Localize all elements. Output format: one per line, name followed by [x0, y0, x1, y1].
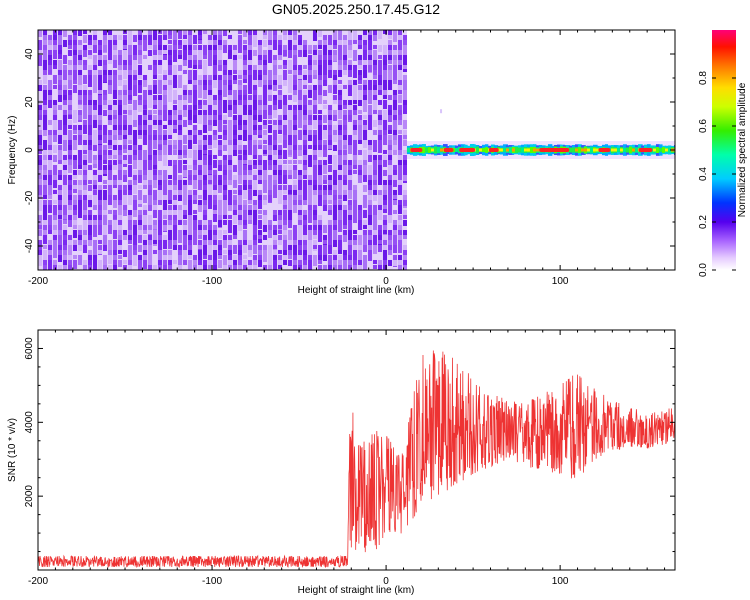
- spectrogram-xtick-label: -100: [202, 276, 222, 287]
- snr-ytick-label: 4000: [24, 411, 35, 434]
- spectrogram-ytick-label: -20: [24, 190, 35, 205]
- snr-axes: -200 -100 0 100 2000 4000 6000: [24, 330, 675, 587]
- colorbar: 0.0 0.2 0.4 0.6 0.8 Normalized spectral ampl…: [698, 30, 748, 277]
- spectrogram-xlabel: Height of straight line (km): [298, 285, 415, 296]
- snr-series-line: [38, 350, 675, 569]
- colorbar-ticks: 0.0 0.2 0.4 0.6 0.8: [698, 71, 736, 277]
- snr-ytick-label: 2000: [24, 485, 35, 508]
- colorbar-tick-label: 0.2: [698, 215, 709, 229]
- colorbar-tick-label: 0.0: [698, 263, 709, 277]
- spectrogram-ytick-label: 20: [24, 96, 35, 108]
- figure-title: GN05.2025.250.17.45.G12: [272, 1, 440, 17]
- spectrogram-xtick-label: -200: [28, 276, 48, 287]
- snr-frame: [37, 329, 676, 571]
- colorbar-tick-label: 0.4: [698, 167, 709, 181]
- spectrogram-image: [38, 30, 675, 270]
- snr-panel: -200 -100 0 100 2000 4000 6000 Height of strai…: [7, 329, 676, 596]
- spectrogram-ytick-label: 0: [24, 147, 35, 153]
- spectrogram-xtick-label: 0: [383, 276, 389, 287]
- colorbar-label: Normalized spectral amplitude: [737, 82, 748, 217]
- snr-xtick-label: -100: [202, 576, 222, 587]
- colorbar-tick-label: 0.8: [698, 71, 709, 85]
- snr-ytick-label: 6000: [24, 337, 35, 360]
- snr-xtick-label: 0: [383, 576, 389, 587]
- spectrogram-ylabel: Frequency (Hz): [7, 116, 18, 185]
- colorbar-scale: [712, 30, 736, 270]
- snr-xlabel: Height of straight line (km): [298, 585, 415, 596]
- spectrogram-ytick-label: 40: [24, 48, 35, 60]
- snr-ylabel: SNR (10 * v/v): [7, 418, 18, 482]
- snr-xtick-label: 100: [552, 576, 569, 587]
- spectrogram-xtick-label: 100: [552, 276, 569, 287]
- snr-xtick-label: -200: [28, 576, 48, 587]
- spectrogram-ytick-label: -40: [24, 238, 35, 253]
- colorbar-tick-label: 0.6: [698, 119, 709, 133]
